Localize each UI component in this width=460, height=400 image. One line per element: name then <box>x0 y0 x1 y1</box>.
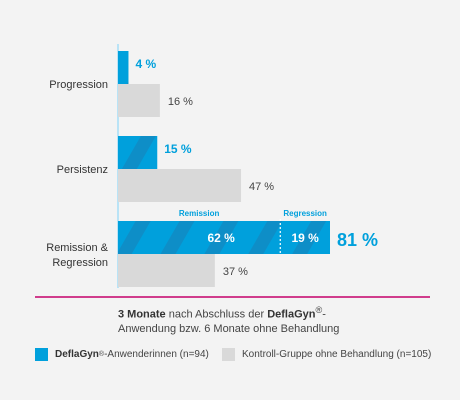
chart-caption: 3 Monate nach Abschluss der DeflaGyn®- A… <box>118 303 418 336</box>
bar-treatment-progression <box>118 51 129 84</box>
caption-dash: - <box>322 308 326 321</box>
segment-name-remission: Remission <box>179 209 220 218</box>
chart-legend: DeflaGyn ® -Anwenderinnen (n=94) Kontroll-… <box>0 345 460 367</box>
bar-treatment-remission-regression <box>118 221 330 254</box>
category-label-remission-regression-2: Regression <box>52 257 108 269</box>
category-label-remission-regression-1: Remission & <box>46 242 108 254</box>
bar-chart: Progression 16 % 4 % Persistenz 47 % 15 % Remi… <box>35 44 430 298</box>
value-label-control-remission-regression: 37 % <box>223 266 248 278</box>
caption-text: nach Abschluss der <box>165 308 268 321</box>
legend-item-control: Kontroll-Gruppe ohne Behandlung (n=105) <box>222 348 431 361</box>
value-label-control-persistenz: 47 % <box>249 181 274 193</box>
value-label-control-progression: 16 % <box>168 96 193 108</box>
legend-registered-mark: ® <box>98 351 105 358</box>
value-label-treatment-remission-regression: 81 % <box>337 230 378 250</box>
category-label-progression: Progression <box>49 79 108 91</box>
legend-brand: DeflaGyn <box>55 349 99 360</box>
segment-value-regression: 19 % <box>291 231 319 245</box>
bar-control-progression <box>118 84 160 117</box>
value-label-treatment-progression: 4 % <box>135 57 156 71</box>
legend-label-control: Kontroll-Gruppe ohne Behandlung (n=105) <box>242 349 432 360</box>
caption-brand: DeflaGyn <box>267 308 316 321</box>
caption-duration: 3 Monate <box>118 308 166 321</box>
caption-line-2: Anwendung bzw. 6 Monate ohne Behandlung <box>118 322 340 335</box>
value-label-treatment-persistenz: 15 % <box>164 142 192 156</box>
legend-swatch-control <box>222 348 235 361</box>
segment-name-regression: Regression <box>283 209 327 218</box>
legend-swatch-treatment <box>35 348 48 361</box>
legend-item-treatment: DeflaGyn ® -Anwenderinnen (n=94) <box>35 348 209 361</box>
bar-treatment-persistenz <box>118 136 158 169</box>
legend-label-treatment: -Anwenderinnen (n=94) <box>104 349 209 360</box>
bar-control-remission-regression <box>118 254 215 287</box>
category-label-persistenz: Persistenz <box>57 164 108 176</box>
segment-value-remission: 62 % <box>207 231 235 245</box>
bar-control-persistenz <box>118 169 242 202</box>
caption-registered-mark: ® <box>315 305 323 315</box>
